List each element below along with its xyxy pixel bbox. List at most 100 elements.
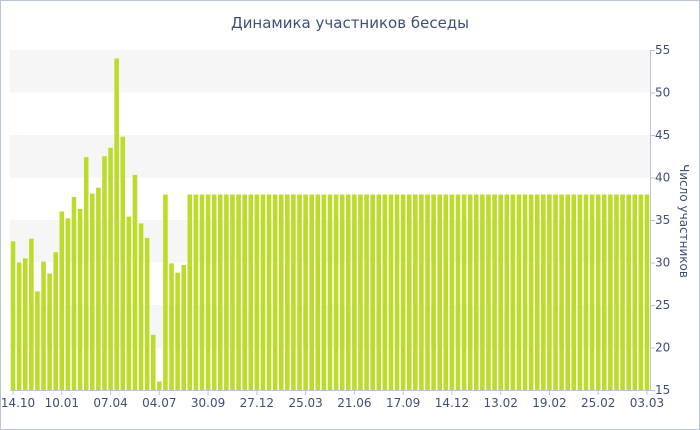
bar bbox=[510, 194, 516, 390]
x-tick-label: 10.01 bbox=[45, 396, 79, 410]
bar bbox=[498, 194, 503, 390]
bar bbox=[455, 194, 461, 390]
bar bbox=[467, 194, 473, 390]
bar bbox=[443, 194, 449, 390]
bar bbox=[47, 273, 52, 390]
bar bbox=[205, 194, 211, 390]
grid-band bbox=[10, 50, 650, 93]
bar bbox=[333, 194, 339, 390]
bar bbox=[285, 194, 290, 390]
bar bbox=[157, 381, 162, 390]
bar bbox=[29, 238, 34, 390]
bar bbox=[595, 194, 601, 390]
x-tick-label: 30.09 bbox=[191, 396, 225, 410]
bar bbox=[291, 194, 296, 390]
bar bbox=[553, 194, 558, 390]
x-tick-label: 03.03 bbox=[630, 396, 664, 410]
bar bbox=[309, 194, 314, 390]
bar bbox=[339, 194, 345, 390]
bar bbox=[321, 194, 327, 390]
y-tick-label: 55 bbox=[655, 43, 670, 57]
bar-series bbox=[10, 58, 650, 390]
bar bbox=[150, 334, 156, 390]
y-axis-ticks: 15 20 25 30 35 40 45 50 55 bbox=[650, 43, 670, 397]
bar bbox=[236, 194, 241, 390]
bar bbox=[272, 194, 278, 390]
bar bbox=[644, 194, 650, 390]
y-tick-label: 25 bbox=[655, 298, 670, 312]
bar bbox=[602, 194, 607, 390]
bar bbox=[16, 262, 22, 390]
bar bbox=[102, 156, 107, 390]
bar bbox=[486, 194, 491, 390]
bar bbox=[144, 237, 150, 390]
x-tick-label: 25.02 bbox=[581, 396, 615, 410]
y-tick-label: 50 bbox=[655, 86, 670, 100]
bar bbox=[461, 194, 467, 390]
bar bbox=[126, 216, 132, 390]
bar bbox=[541, 194, 546, 390]
bar bbox=[96, 187, 101, 390]
chart-title: Динамика участников беседы bbox=[231, 14, 469, 32]
bar bbox=[230, 194, 235, 390]
bar bbox=[71, 197, 77, 390]
x-tick-label: 13.02 bbox=[483, 396, 517, 410]
bar bbox=[431, 194, 436, 390]
bar bbox=[492, 194, 497, 390]
bar bbox=[254, 194, 260, 390]
x-tick-label: 27.12 bbox=[240, 396, 274, 410]
bar bbox=[577, 194, 583, 390]
bar bbox=[632, 194, 638, 390]
bar bbox=[315, 194, 321, 390]
bar bbox=[474, 194, 479, 390]
y-tick-label: 15 bbox=[655, 383, 670, 397]
x-tick-label: 14.10 bbox=[1, 396, 35, 410]
x-tick-label: 19.02 bbox=[532, 396, 566, 410]
bar bbox=[199, 194, 205, 390]
bar bbox=[364, 194, 369, 390]
bar bbox=[41, 261, 46, 390]
bar bbox=[571, 194, 577, 390]
bar bbox=[638, 194, 644, 390]
bar bbox=[211, 194, 217, 390]
x-tick-label: 07.04 bbox=[93, 396, 127, 410]
bar bbox=[376, 194, 382, 390]
bar bbox=[278, 194, 284, 390]
bar bbox=[608, 194, 613, 390]
bar bbox=[132, 174, 138, 390]
bar bbox=[242, 194, 247, 390]
bar bbox=[114, 58, 119, 390]
bar bbox=[187, 194, 193, 390]
bar bbox=[437, 194, 442, 390]
bar bbox=[108, 147, 113, 390]
x-tick-label: 25.03 bbox=[288, 396, 322, 410]
bar bbox=[480, 194, 485, 390]
bar bbox=[370, 194, 375, 390]
bar bbox=[559, 194, 564, 390]
bar bbox=[83, 157, 89, 390]
bar bbox=[224, 194, 229, 390]
y-tick-label: 45 bbox=[655, 128, 670, 142]
bar bbox=[388, 194, 394, 390]
x-tick-label: 04.07 bbox=[142, 396, 176, 410]
bar bbox=[504, 194, 510, 390]
bar bbox=[352, 194, 357, 390]
bar bbox=[358, 194, 363, 390]
y-tick-label: 30 bbox=[655, 256, 670, 270]
bar bbox=[120, 136, 126, 390]
bar bbox=[22, 258, 28, 390]
bar bbox=[382, 194, 388, 390]
bar bbox=[248, 194, 254, 390]
y-tick-label: 35 bbox=[655, 213, 670, 227]
bar bbox=[53, 252, 58, 390]
bar bbox=[169, 263, 174, 390]
bar bbox=[175, 272, 180, 390]
bar bbox=[400, 194, 406, 390]
bar bbox=[138, 223, 144, 390]
bar bbox=[528, 194, 534, 390]
y-axis-label: Число участников bbox=[677, 164, 691, 278]
y-tick-label: 20 bbox=[655, 341, 670, 355]
bar bbox=[394, 194, 400, 390]
bar bbox=[77, 208, 83, 390]
